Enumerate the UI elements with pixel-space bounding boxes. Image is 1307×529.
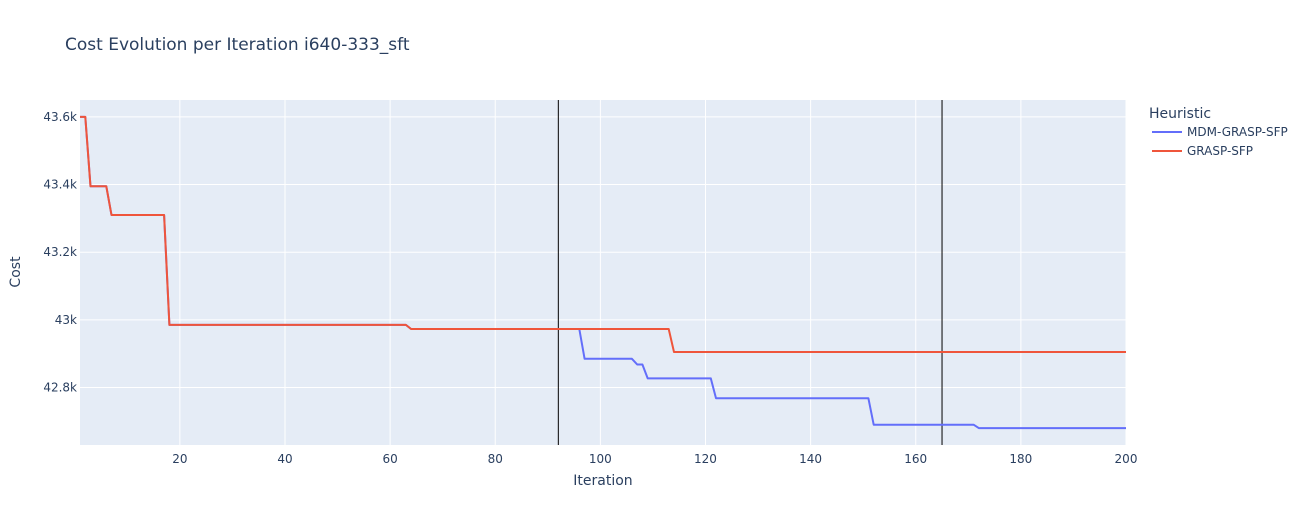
y-tick-label: 42.8k — [43, 381, 77, 395]
series-lines — [80, 115, 1126, 430]
legend-item-mdm-grasp-sfp[interactable]: MDM-GRASP-SFP — [1152, 125, 1288, 139]
y-tick-label: 43.2k — [43, 245, 77, 259]
plot-background — [80, 100, 1126, 445]
x-tick-label: 40 — [277, 452, 292, 466]
y-axis-ticks: 42.8k 43k 43.2k 43.4k 43.6k — [43, 110, 77, 395]
y-tick-label: 43.6k — [43, 110, 77, 124]
x-tick-label: 120 — [694, 452, 717, 466]
x-tick-label: 140 — [799, 452, 822, 466]
grid-lines — [80, 100, 1127, 445]
y-tick-label: 43k — [55, 313, 77, 327]
chart-title: Cost Evolution per Iteration i640-333_sf… — [65, 35, 410, 55]
vertical-reference-lines — [557, 100, 943, 445]
x-tick-label: 100 — [589, 452, 612, 466]
x-axis-label: Iteration — [573, 473, 632, 489]
x-tick-label: 160 — [904, 452, 927, 466]
series-line-grasp-sfp[interactable] — [80, 115, 1126, 353]
legend-label-grasp-sfp: GRASP-SFP — [1187, 144, 1253, 158]
x-tick-label: 20 — [172, 452, 187, 466]
legend-label-mdm-grasp-sfp: MDM-GRASP-SFP — [1187, 125, 1288, 139]
x-tick-label: 200 — [1115, 452, 1138, 466]
y-axis-label: Cost — [8, 256, 24, 288]
x-axis-ticks: 20 40 60 80 100 120 140 160 180 200 — [172, 452, 1137, 466]
legend-title: Heuristic — [1149, 106, 1211, 122]
x-tick-label: 60 — [382, 452, 397, 466]
y-tick-label: 43.4k — [43, 178, 77, 192]
legend-item-grasp-sfp[interactable]: GRASP-SFP — [1152, 144, 1253, 158]
x-tick-label: 80 — [488, 452, 503, 466]
legend: Heuristic MDM-GRASP-SFP GRASP-SFP — [1149, 106, 1288, 158]
x-tick-label: 180 — [1009, 452, 1032, 466]
